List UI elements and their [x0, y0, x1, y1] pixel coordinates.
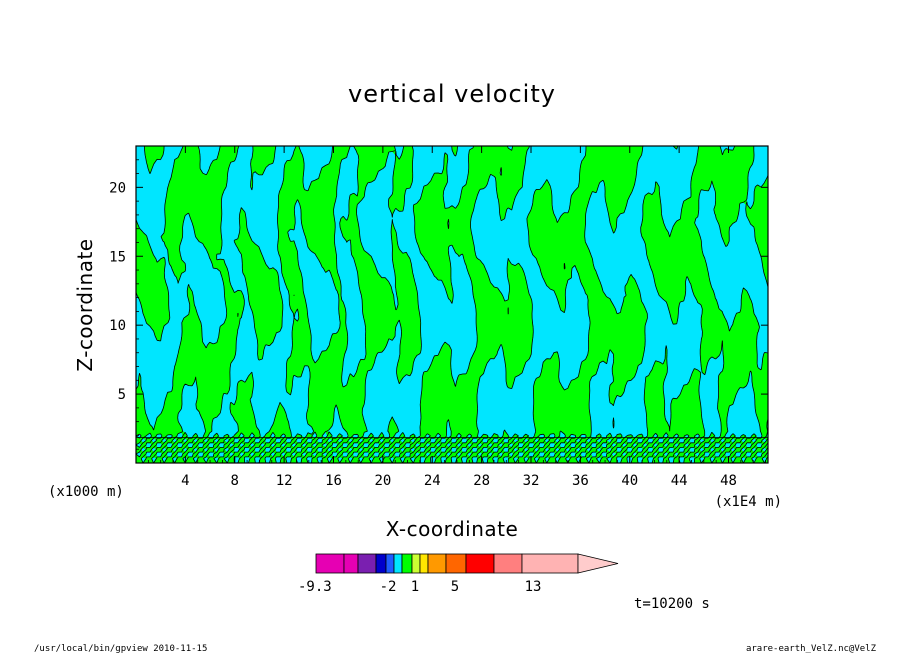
colorbar-label: 1: [411, 579, 419, 595]
plot-frame: [135, 145, 769, 464]
chart-title: vertical velocity: [348, 80, 556, 108]
colorbar-segment: [521, 553, 579, 574]
colorbar: [315, 553, 619, 574]
colorbar-segment: [375, 553, 387, 574]
footer-right: arare-earth_VelZ.nc@VelZ: [746, 644, 877, 654]
colorbar-arrow: [577, 553, 619, 574]
x-tick-label: 48: [720, 473, 737, 489]
zero-contour-lines: [136, 146, 768, 463]
y-tick-label: 5: [118, 387, 126, 403]
x-tick-label: 36: [572, 473, 589, 489]
colorbar-segment: [493, 553, 523, 574]
velocity-field: [136, 146, 768, 463]
colorbar-segment: [357, 553, 377, 574]
colorbar-label: -2: [380, 579, 397, 595]
colorbar-labels: -9.3 -2 1 5 13: [298, 579, 541, 595]
y-axis-label: Z-coordinate: [73, 238, 97, 371]
colorbar-segment: [445, 553, 467, 574]
x-tick-label: 28: [473, 473, 490, 489]
x-tick-label: 44: [671, 473, 688, 489]
colorbar-segment: [411, 553, 421, 574]
colorbar-label: 13: [525, 579, 542, 595]
colorbar-segment: [393, 553, 403, 574]
x-unit-right: (x1E4 m): [715, 494, 782, 510]
y-tick-label: 20: [109, 180, 126, 196]
x-tick-label: 24: [424, 473, 441, 489]
colorbar-label: 5: [451, 579, 459, 595]
x-axis-label: X-coordinate: [386, 517, 519, 541]
x-tick-label: 4: [181, 473, 189, 489]
colorbar-segment: [419, 553, 429, 574]
colorbar-segment: [315, 553, 345, 574]
colorbar-segment: [343, 553, 359, 574]
footer-left: /usr/local/bin/gpview 2010-11-15: [34, 644, 207, 654]
y-tick-label: 10: [109, 318, 126, 334]
x-tick-label: 8: [231, 473, 239, 489]
x-tick-label: 12: [276, 473, 293, 489]
colorbar-segment: [427, 553, 447, 574]
x-tick-label: 32: [523, 473, 540, 489]
y-tick-label: 15: [109, 249, 126, 265]
colorbar-segment: [465, 553, 495, 574]
time-label: t=10200 s: [634, 596, 710, 612]
x-unit-left: (x1000 m): [48, 484, 124, 500]
colorbar-segment: [385, 553, 395, 574]
x-tick-label: 16: [325, 473, 342, 489]
x-tick-label: 40: [621, 473, 638, 489]
colorbar-segment: [401, 553, 413, 574]
x-tick-label: 20: [374, 473, 391, 489]
colorbar-label: -9.3: [298, 579, 332, 595]
x-axis-ticks: 4 8 12 16 20 24 28 32 36 40 44 48: [147, 146, 766, 489]
y-axis-ticks: 5 10 15 20: [109, 159, 768, 450]
